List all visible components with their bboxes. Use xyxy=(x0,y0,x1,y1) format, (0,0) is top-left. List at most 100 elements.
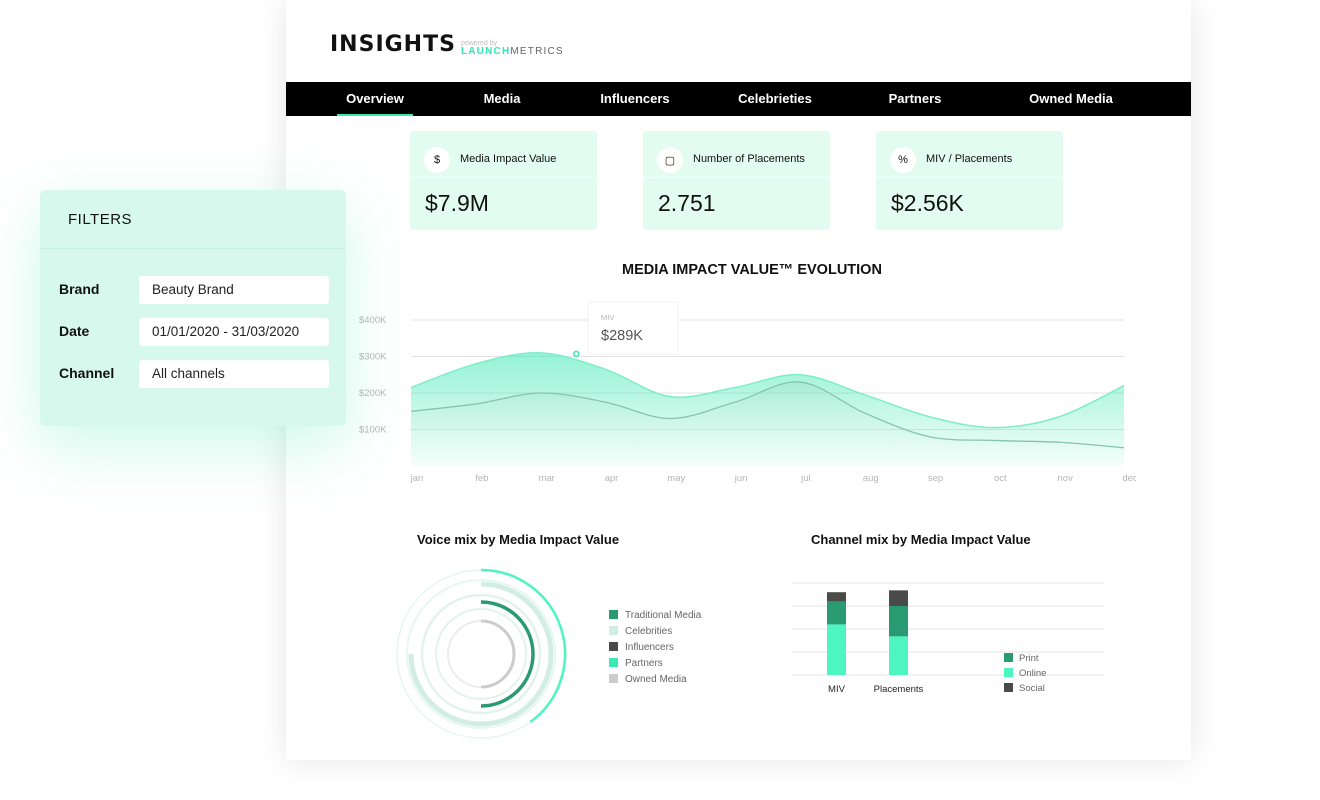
kpi-card-miv[interactable]: $ Media Impact Value $7.9M xyxy=(410,131,597,230)
kpi-header xyxy=(643,131,830,178)
dollar-icon: $ xyxy=(424,147,450,173)
legend-label: Traditional Media xyxy=(625,610,702,621)
logo-wordmark: INSIGHTS xyxy=(330,32,456,57)
legend-label: Partners xyxy=(625,658,663,669)
bar-segment-online xyxy=(827,624,846,675)
kpi-value: 2.751 xyxy=(658,190,716,216)
channel-mix-title: Channel mix by Media Impact Value xyxy=(811,532,1031,547)
kpi-header xyxy=(876,131,1063,178)
miv-evolution-chart: $100K $200K $300K $400K jan feb mar apr may jun ju… xyxy=(359,301,1136,484)
tooltip-value: $289K xyxy=(601,328,643,344)
x-tick-label: oct xyxy=(994,473,1007,484)
main-nav: Overview Media Influencers Celebrieties … xyxy=(286,82,1191,116)
ring-track xyxy=(435,608,527,700)
legend-label: Owned Media xyxy=(625,674,687,685)
dashboard-window: INSIGHTS powered by LAUNCHMETRICS Overvi… xyxy=(286,0,1191,760)
legend-swatch xyxy=(609,610,618,619)
x-tick-label: sep xyxy=(928,473,943,484)
logo-subtitle: powered by LAUNCHMETRICS xyxy=(460,40,564,57)
legend-swatch xyxy=(1004,653,1013,662)
legend-swatch xyxy=(609,626,618,635)
x-tick-label: nov xyxy=(1058,473,1074,484)
x-tick-label: feb xyxy=(475,473,488,484)
kpi-value: $7.9M xyxy=(425,190,489,216)
x-tick-label: jan xyxy=(410,473,424,484)
y-tick-label: $200K xyxy=(359,388,387,399)
legend-label: Celebrities xyxy=(625,626,672,637)
bar-segment-online xyxy=(889,636,908,675)
x-tick-label: jul xyxy=(800,473,811,484)
logo-powered-by: powered by xyxy=(460,40,498,47)
bar-segment-print xyxy=(889,606,908,637)
kpi-value: $2.56K xyxy=(891,190,964,216)
x-tick-label: mar xyxy=(538,473,554,484)
tab-partners[interactable]: Partners xyxy=(888,91,942,106)
kpi-header xyxy=(410,131,597,178)
tab-celebrities[interactable]: Celebrieties xyxy=(738,91,812,106)
ring-track xyxy=(420,593,542,715)
y-tick-label: $300K xyxy=(359,352,387,363)
line-series-2 xyxy=(410,381,1125,449)
tooltip-label: MIV xyxy=(601,313,614,322)
legend-swatch xyxy=(1004,668,1013,677)
filters-divider xyxy=(40,248,346,249)
line-series-1 xyxy=(410,352,1125,429)
tab-overview[interactable]: Overview xyxy=(337,82,413,116)
bar-segment-social xyxy=(889,590,908,606)
legend-swatch xyxy=(1004,683,1013,692)
ring-partners xyxy=(480,568,567,723)
x-tick-label: MIV xyxy=(828,684,846,695)
ring-track xyxy=(406,579,556,729)
y-tick-label: $400K xyxy=(359,315,387,326)
legend-swatch xyxy=(609,674,618,683)
x-tick-label: dec xyxy=(1122,473,1136,484)
ring-owned-media xyxy=(480,619,516,689)
legend-swatch xyxy=(609,658,618,667)
bar-segment-social xyxy=(827,592,846,602)
tab-influencers[interactable]: Influencers xyxy=(600,91,670,106)
voice-mix-title: Voice mix by Media Impact Value xyxy=(417,532,620,547)
brand-select[interactable]: Beauty Brand xyxy=(139,276,329,304)
ring-traditional-media xyxy=(480,600,535,708)
filters-panel: FILTERS Brand Beauty Brand Date 01/01/20… xyxy=(40,190,346,426)
x-tick-label: Placements xyxy=(874,684,924,695)
bar-segment-print xyxy=(827,601,846,625)
voice-mix-chart: Traditional Media Celebrities Influencers P… xyxy=(396,568,702,739)
placement-icon: ▢ xyxy=(657,147,683,173)
kpi-card-miv-per-placement[interactable]: % MIV / Placements $2.56K xyxy=(876,131,1063,230)
tab-owned-media[interactable]: Owned Media xyxy=(1029,91,1113,106)
kpi-card-placements[interactable]: ▢ Number of Placements 2.751 xyxy=(643,131,830,230)
x-tick-label: may xyxy=(667,473,685,484)
x-tick-label: jun xyxy=(734,473,748,484)
legend-label: Influencers xyxy=(625,642,674,653)
legend-label: Social xyxy=(1019,683,1045,694)
ring-celebrities xyxy=(408,581,554,727)
x-tick-label: apr xyxy=(605,473,619,484)
legend-swatch xyxy=(609,642,618,651)
tooltip-box xyxy=(587,301,679,355)
date-range-field[interactable]: 01/01/2020 - 31/03/2020 xyxy=(139,318,329,346)
logo-launch: LAUNCH xyxy=(460,46,511,57)
insights-logo: INSIGHTS powered by LAUNCHMETRICS xyxy=(330,32,564,57)
legend-label: Print xyxy=(1019,653,1039,664)
filter-label-channel: Channel xyxy=(59,365,115,381)
tooltip-marker xyxy=(573,350,580,358)
filter-label-date: Date xyxy=(59,323,90,339)
x-tick-label: aug xyxy=(863,473,879,484)
kpi-label: Media Impact Value xyxy=(460,153,557,165)
kpi-label: MIV / Placements xyxy=(926,153,1013,165)
percent-icon: % xyxy=(890,147,916,173)
y-tick-label: $100K xyxy=(359,425,387,436)
filter-label-brand: Brand xyxy=(59,281,100,297)
area-series-2 xyxy=(411,381,1124,466)
tab-media[interactable]: Media xyxy=(483,91,521,106)
channel-mix-chart: MIV Placements Print Online Social xyxy=(792,582,1104,695)
logo-metrics: METRICS xyxy=(510,46,564,57)
filters-title: FILTERS xyxy=(68,211,133,228)
logo-launchmetrics: LAUNCHMETRICS xyxy=(460,46,564,57)
legend-label: Online xyxy=(1019,668,1046,679)
evolution-chart-title: MEDIA IMPACT VALUE™ EVOLUTION xyxy=(622,262,882,278)
kpi-label: Number of Placements xyxy=(693,153,805,165)
channel-select[interactable]: All channels xyxy=(139,360,329,388)
